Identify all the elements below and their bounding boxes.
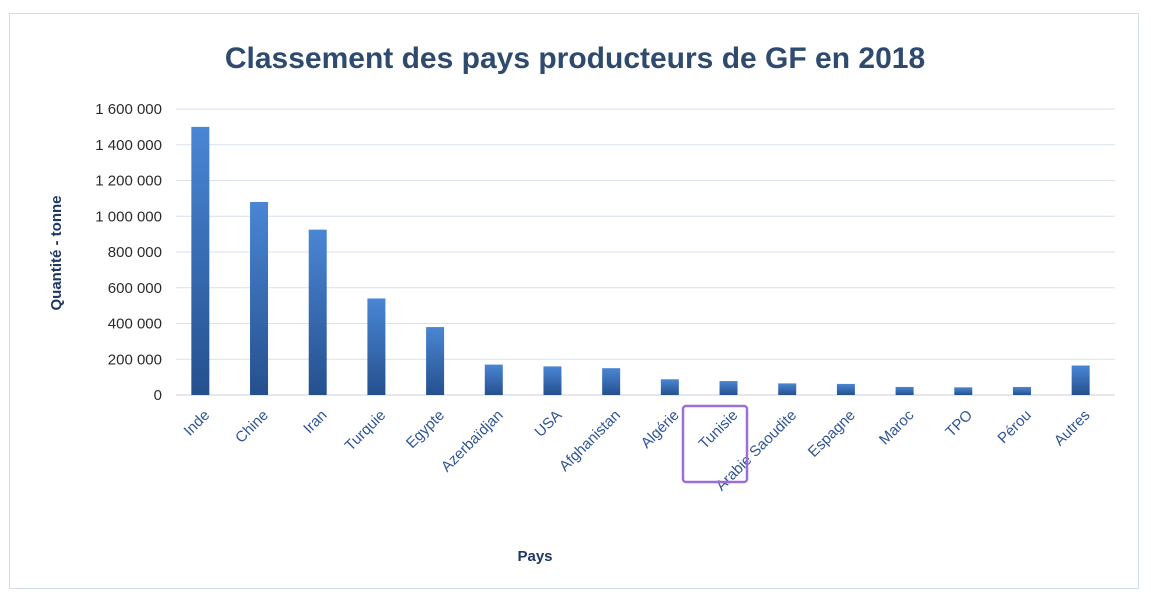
tunisie-highlight-box	[681, 404, 749, 484]
y-axis-ticks: 0 200 000 400 000 600 000 800 000 1 000 000 1 …	[95, 101, 162, 404]
bar-tunisie	[719, 381, 738, 395]
bar-autres	[1071, 365, 1090, 395]
x-tick-label: Iran	[300, 407, 330, 437]
bar-usa	[543, 366, 562, 395]
bar-turquie	[367, 298, 386, 395]
bar-arabie-saoudite	[778, 383, 797, 395]
x-tick-label: Turquie	[342, 407, 390, 455]
bar-egypte	[426, 327, 445, 395]
x-tick-label: Algérie	[638, 407, 683, 452]
bar-azerbaïdjan	[484, 364, 503, 395]
y-tick-label: 200 000	[108, 351, 162, 368]
y-tick-label: 1 400 000	[95, 137, 162, 154]
y-tick-label: 600 000	[108, 280, 162, 297]
x-tick-label: Autres	[1051, 407, 1094, 450]
x-tick-label: Egypte	[403, 407, 448, 452]
y-tick-label: 800 000	[108, 244, 162, 261]
x-tick-label: USA	[531, 407, 565, 441]
bar-chine	[250, 201, 269, 395]
chart-title: Classement des pays producteurs de GF en…	[225, 42, 925, 75]
bar-iran	[308, 229, 327, 395]
y-axis-title: Quantité - tonne	[48, 196, 65, 311]
y-tick-label: 400 000	[108, 316, 162, 333]
bar-espagne	[836, 383, 855, 395]
bar-inde	[191, 126, 210, 395]
bar-pérou	[1012, 386, 1031, 395]
x-tick-label: Espagne	[805, 407, 859, 461]
y-tick-label: 1 600 000	[95, 101, 162, 118]
x-tick-label: Afghanistan	[556, 407, 624, 475]
bar-maroc	[895, 386, 914, 395]
bar-algérie	[660, 379, 679, 395]
bar-tpo	[954, 387, 973, 395]
bars	[191, 126, 1090, 395]
x-tick-label: Azerbaïdjan	[438, 407, 507, 476]
x-tick-label: Chine	[232, 407, 272, 447]
bar-afghanistan	[602, 368, 621, 395]
x-tick-label: TPO	[942, 407, 976, 441]
y-tick-label: 1 000 000	[95, 208, 162, 225]
x-axis-title: Pays	[517, 548, 552, 565]
y-tick-label: 0	[154, 387, 162, 404]
x-tick-label: Inde	[181, 407, 214, 440]
x-tick-label: Maroc	[876, 406, 918, 448]
x-tick-label: Pérou	[994, 407, 1034, 447]
y-tick-label: 1 200 000	[95, 173, 162, 190]
x-tick-label: Tunisie	[696, 407, 742, 453]
